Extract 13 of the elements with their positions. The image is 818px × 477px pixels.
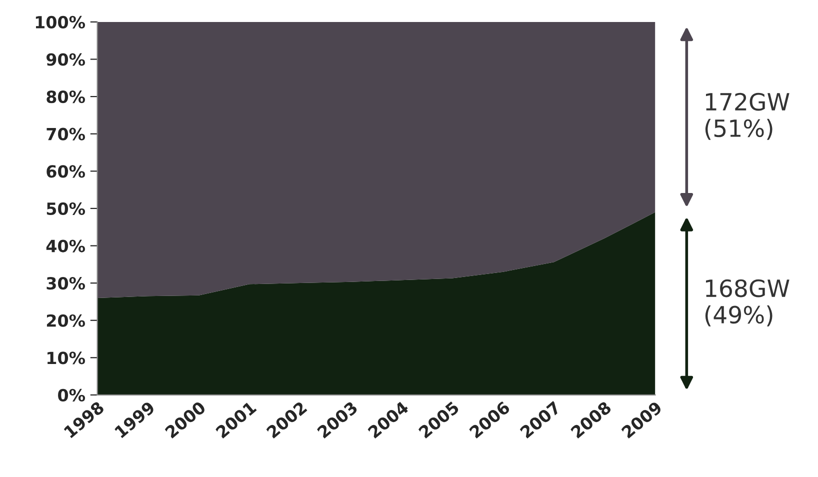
y-tick-label: 40%: [46, 240, 86, 252]
y-tick-label: 10%: [48, 352, 86, 364]
text: 168GW (49%): [705, 279, 790, 326]
y-tick-label: 0%: [58, 388, 86, 402]
y-tick-label: 80%: [46, 90, 86, 104]
y-tick-label: 70%: [46, 128, 86, 140]
y-tick-label: 50%: [46, 202, 86, 216]
y-tick-label: 100%: [36, 16, 86, 29]
y-tick-label: 30%: [46, 277, 86, 290]
text: 172GW (51%): [705, 92, 790, 140]
y-tick-label: 20%: [46, 314, 86, 327]
y-tick-label: 60%: [46, 165, 86, 178]
y-tick-label: 90%: [46, 53, 86, 66]
